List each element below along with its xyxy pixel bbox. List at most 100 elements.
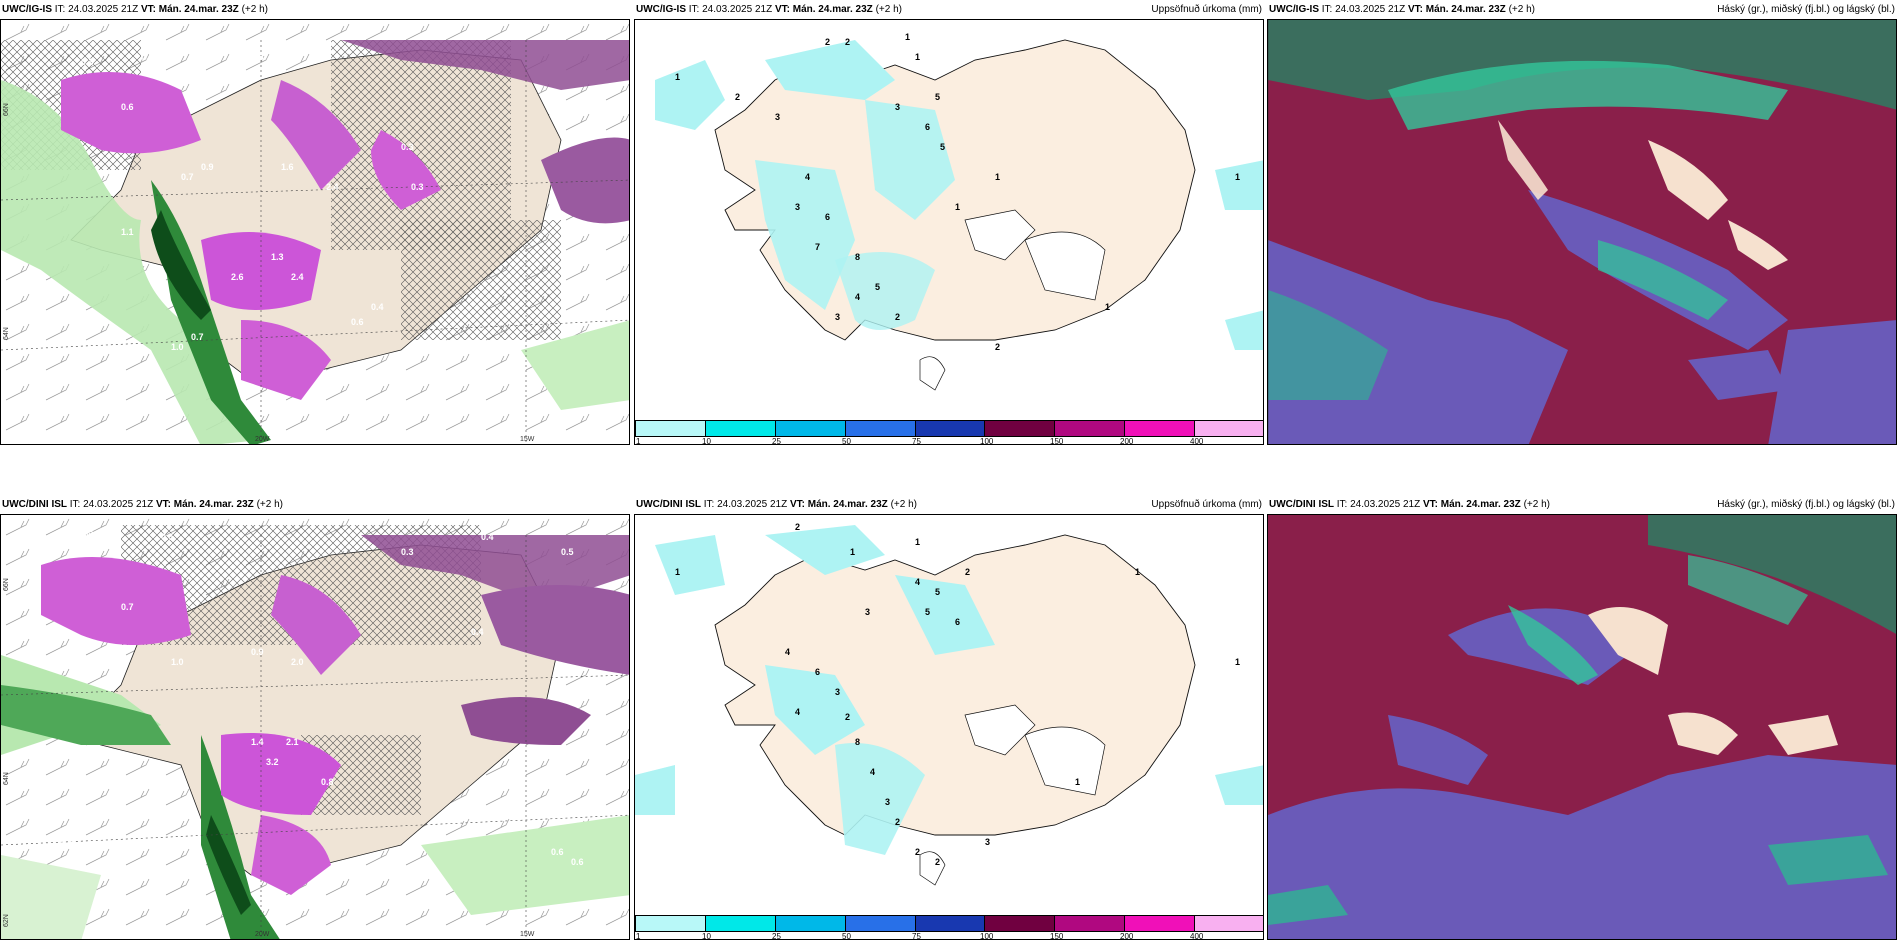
value-label: 1.3	[271, 252, 284, 262]
map-accumulated-precip: 2 2 1 1 1 5 3 6 5 3 2 1 1 4 3 6 7 8 5 4	[634, 19, 1264, 445]
value-label: 5	[940, 142, 945, 152]
value-label: 3	[895, 102, 900, 112]
colorbar-swatch	[845, 916, 916, 931]
value-label: 4	[795, 707, 800, 717]
colorbar-tick: 200	[1120, 437, 1134, 445]
value-label: 0.6	[351, 317, 364, 327]
value-label: 3	[795, 202, 800, 212]
colorbar-swatches	[635, 915, 1263, 932]
vt-value: Mán. 24.mar. 23Z	[1440, 499, 1521, 510]
value-label: 1.0	[171, 657, 184, 667]
value-label: 3.2	[266, 757, 279, 767]
axis-label-20w: 20W	[255, 931, 270, 938]
value-label: 0.9	[201, 162, 214, 172]
value-label: 2	[915, 847, 920, 857]
value-label: 2	[965, 567, 970, 577]
value-label: 0.3	[401, 142, 414, 152]
value-label: 0.5	[561, 547, 574, 557]
value-label: 2	[995, 342, 1000, 352]
value-label: 1	[1105, 302, 1110, 312]
value-label: 0.4	[371, 302, 384, 312]
map-precip-type: 0.3 0.5 0.4 0.7 0.6 0.9 1.0 1.4 2.1 3.2 …	[0, 514, 630, 940]
panel-title: UWC/DINI ISL IT: 24.03.2025 21Z VT: Mán.…	[0, 495, 630, 514]
value-label: 1	[675, 567, 680, 577]
it-value: 24.03.2025 21Z	[1350, 499, 1421, 510]
value-label: 2	[735, 92, 740, 102]
colorbar-tick: 50	[842, 932, 851, 940]
value-label: 6	[815, 667, 820, 677]
it-label: IT:	[69, 499, 81, 510]
axis-label-62n: 62N	[3, 914, 10, 927]
value-label: 2	[895, 312, 900, 322]
value-label: 4	[870, 767, 875, 777]
model-name: UWC/IG-IS	[2, 4, 52, 15]
value-label: 2	[935, 857, 940, 867]
axis-label-64n: 64N	[3, 772, 10, 785]
value-label: 2	[845, 712, 850, 722]
it-value: 24.03.2025 21Z	[702, 4, 773, 15]
map-graphic	[1268, 20, 1896, 444]
colorbar-swatch	[845, 421, 916, 436]
map-accumulated-precip: 2 1 1 1 4 5 2 6 3 5 4 6 3 4 2 8 4 3 2 1	[634, 514, 1264, 940]
value-label: 7	[815, 242, 820, 252]
colorbar-tick: 10	[702, 437, 711, 445]
vt-value: Mán. 24.mar. 23Z	[1425, 4, 1506, 15]
colorbar-tick: 400	[1190, 932, 1204, 940]
value-label: 0.7	[121, 602, 134, 612]
value-label: 0.3	[81, 527, 94, 537]
value-label: 1.6	[281, 162, 294, 172]
value-label: 3	[775, 112, 780, 122]
lead-time: (+2 h)	[241, 4, 268, 15]
model-name: UWC/DINI ISL	[2, 499, 67, 510]
value-label: 3	[835, 312, 840, 322]
it-label: IT:	[1321, 4, 1333, 15]
colorbar-ticks: 1 10 25 50 75 100 150 200 400	[635, 437, 1263, 445]
colorbar-tick: 50	[842, 437, 851, 445]
colorbar: 1 10 25 50 75 100 150 200 400	[635, 915, 1263, 940]
value-label: 1	[1075, 777, 1080, 787]
map-graphic: 0.3 0.5 0.8 0.6 0.7 1.1 0.9 1.6 2.4 0.3 …	[1, 20, 629, 444]
value-label: 6	[925, 122, 930, 132]
value-label: 3	[865, 607, 870, 617]
vt-value: Mán. 24.mar. 23Z	[158, 4, 239, 15]
value-label: 1.4	[251, 737, 264, 747]
panel-subtitle: Háský (gr.), miðský (fj.bl.) og lágský (…	[1717, 4, 1895, 15]
model-name: UWC/DINI ISL	[1269, 499, 1334, 510]
map-cloud-cover	[1267, 514, 1897, 940]
colorbar-tick: 400	[1190, 437, 1204, 445]
colorbar-swatch	[1125, 421, 1196, 436]
value-label: 3	[835, 687, 840, 697]
value-label: 1	[850, 547, 855, 557]
colorbar-swatch	[985, 421, 1056, 436]
value-label: 0.6	[551, 847, 564, 857]
colorbar-swatch	[1055, 916, 1126, 931]
value-label: 5	[875, 282, 880, 292]
vt-label: VT:	[155, 499, 171, 510]
panel-title: UWC/IG-IS IT: 24.03.2025 21Z VT: Mán. 24…	[1267, 0, 1897, 19]
value-label: 0.4	[481, 532, 494, 542]
value-label: 0.3	[401, 547, 414, 557]
colorbar-tick: 10	[702, 932, 711, 940]
axis-label-66n: 66N	[3, 103, 10, 116]
value-label: 0.6	[571, 857, 584, 867]
colorbar-swatch	[1195, 421, 1263, 436]
value-label: 3	[885, 797, 890, 807]
value-label: 2.1	[286, 737, 299, 747]
lead-time: (+2 h)	[1523, 499, 1550, 510]
value-label: 0.7	[191, 332, 204, 342]
colorbar-swatch	[705, 421, 776, 436]
colorbar-tick: 75	[912, 932, 921, 940]
panel-top-right: UWC/IG-IS IT: 24.03.2025 21Z VT: Mán. 24…	[1267, 0, 1897, 445]
vt-label: VT:	[140, 4, 156, 15]
value-label: 0.8	[321, 777, 334, 787]
colorbar-tick: 100	[980, 932, 994, 940]
colorbar-tick: 150	[1050, 932, 1064, 940]
value-label: 2.6	[231, 272, 244, 282]
model-name: UWC/IG-IS	[636, 4, 686, 15]
value-label: 2	[795, 522, 800, 532]
value-label: 1	[905, 32, 910, 42]
value-label: 0.6	[41, 657, 54, 667]
it-label: IT:	[703, 499, 715, 510]
value-label: 1	[915, 52, 920, 62]
colorbar-swatch	[775, 421, 846, 436]
